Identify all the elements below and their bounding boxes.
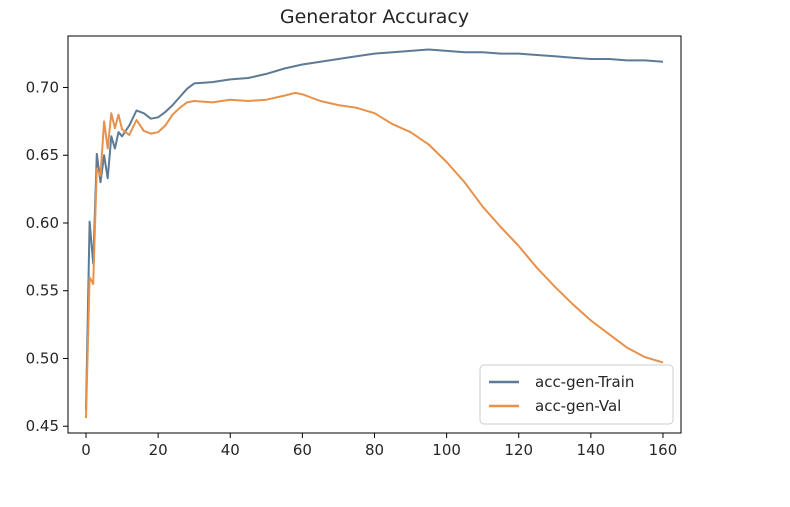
x-tick-label: 60 <box>293 441 312 459</box>
x-tick-label: 160 <box>649 441 678 459</box>
x-tick-label: 120 <box>504 441 533 459</box>
x-axis: 0 20 40 60 80 100 120 140 160 <box>81 433 677 459</box>
y-tick-label: 0.70 <box>26 78 59 96</box>
y-tick-label: 0.60 <box>26 214 59 232</box>
series-line-acc-gen-Train <box>85 48 664 411</box>
y-tick-label: 0.65 <box>26 146 59 164</box>
plot-lines <box>85 48 664 419</box>
x-tick-label: 100 <box>432 441 461 459</box>
legend-box <box>479 364 674 425</box>
y-tick-label: 0.45 <box>26 417 59 435</box>
x-tick-label: 20 <box>149 441 168 459</box>
x-tick-label: 140 <box>577 441 606 459</box>
legend-label: acc-gen-Train <box>535 373 634 391</box>
y-tick-label: 0.50 <box>26 349 59 367</box>
y-axis: 0.45 0.50 0.55 0.60 0.65 0.70 <box>26 78 68 435</box>
x-tick-label: 0 <box>81 441 91 459</box>
series-line-acc-gen-Val <box>85 91 664 419</box>
y-tick-label: 0.55 <box>26 282 59 300</box>
x-tick-label: 80 <box>365 441 384 459</box>
x-tick-label: 40 <box>221 441 240 459</box>
chart-title: Generator Accuracy <box>280 6 469 28</box>
legend-label: acc-gen-Val <box>535 397 621 415</box>
legend: acc-gen-Train acc-gen-Val <box>479 364 674 425</box>
